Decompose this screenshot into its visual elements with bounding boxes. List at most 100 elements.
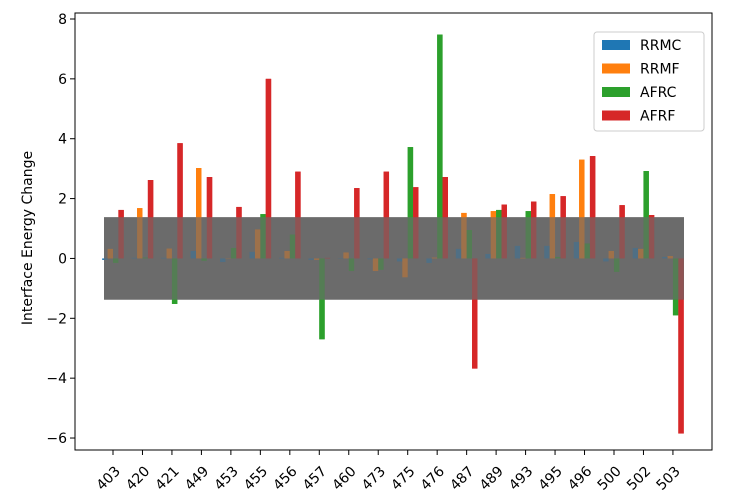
y-tick-label: 8 (58, 12, 67, 28)
bar-inband-rrmf-493 (520, 257, 526, 259)
bar-inband-rrmf-473 (372, 258, 379, 272)
bar-segment-afrf-503 (678, 299, 684, 434)
y-tick-label: 4 (58, 132, 67, 148)
bar-inband-afrf-489 (501, 217, 507, 259)
bar-inband-rrmc-421 (161, 257, 167, 259)
x-tick-label: 495 (536, 464, 566, 494)
bar-inband-rrmf-421 (166, 248, 172, 259)
legend-swatch-afrc (602, 87, 630, 97)
x-tick-label: 449 (182, 464, 212, 494)
bar-inband-afrc-403 (113, 258, 119, 263)
x-tick-label: 456 (270, 463, 300, 493)
bar-segment-afrf-496 (589, 156, 596, 218)
bar-inband-rrmc-487 (455, 248, 462, 259)
y-tick-label: 6 (58, 72, 67, 88)
bar-inband-afrc-475 (407, 217, 414, 259)
bar-segment-rrmf-449 (196, 168, 202, 218)
bar-inband-afrc-495 (555, 256, 561, 259)
bar-inband-afrc-420 (142, 257, 148, 259)
bar-segment-afrf-421 (177, 143, 183, 218)
bar-inband-rrmf-455 (254, 229, 261, 259)
bar-segment-rrmf-495 (549, 194, 556, 218)
bar-inband-afrc-503 (672, 258, 679, 300)
bar-inband-afrf-502 (648, 217, 655, 259)
bar-inband-rrmf-420 (137, 217, 143, 259)
bar-inband-rrmf-457 (313, 258, 320, 260)
x-tick-label: 403 (94, 464, 124, 494)
bar-inband-rrmf-403 (107, 248, 113, 259)
bar-inband-rrmc-496 (573, 241, 580, 259)
bar-inband-rrmc-449 (190, 250, 197, 259)
x-tick-label: 496 (565, 463, 595, 493)
bar-inband-rrmc-473 (367, 258, 373, 260)
x-tick-label: 476 (418, 463, 448, 493)
bar-inband-afrc-493 (525, 217, 531, 259)
bar-inband-rrmf-449 (196, 217, 202, 259)
threshold-band (104, 217, 684, 300)
x-tick-label: 500 (595, 464, 625, 494)
bar-segment-afrc-476 (437, 34, 443, 218)
bar-inband-rrmf-489 (490, 217, 497, 259)
bar-segment-afrc-493 (525, 211, 531, 218)
bar-inband-afrf-421 (177, 217, 183, 259)
y-axis: −6 −4 −2 0 2 4 6 8 (46, 12, 75, 447)
x-tick-label: 460 (329, 464, 359, 494)
bar-inband-rrmc-493 (514, 245, 521, 259)
x-tick-label: 473 (359, 464, 389, 494)
bar-inband-afrc-487 (466, 230, 473, 259)
bar-segment-afrc-457 (319, 299, 325, 340)
bar-inband-afrf-475 (413, 217, 419, 259)
bar-inband-afrf-453 (236, 217, 242, 259)
x-axis: 403 420 421 449 453 455 456 457 460 473 475 476 487 4… (94, 450, 684, 494)
bar-inband-afrc-489 (496, 217, 502, 259)
bar-inband-rrmc-453 (220, 258, 226, 263)
bar-inband-rrmf-496 (579, 217, 585, 259)
bar-inband-afrc-453 (230, 247, 237, 259)
legend: RRMC RRMF AFRC AFRF (593, 31, 705, 132)
bar-inband-afrf-495 (560, 217, 566, 259)
bar-inband-rrmc-476 (426, 258, 432, 263)
y-axis-label: Interface Energy Change (20, 151, 36, 325)
bar-segment-afrf-455 (265, 78, 272, 218)
y-tick-label: 0 (58, 251, 67, 267)
bar-inband-afrf-457 (324, 257, 331, 259)
bar-inband-afrf-503 (678, 258, 684, 300)
legend-label-rrmc: RRMC (640, 38, 682, 54)
bar-inband-rrmc-420 (131, 257, 138, 259)
bar-segment-rrmf-487 (461, 212, 467, 218)
x-tick-label: 475 (388, 464, 418, 494)
bar-segment-rrmf-489 (490, 211, 497, 218)
bar-segment-afrf-460 (354, 188, 360, 218)
x-tick-label: 489 (477, 464, 507, 494)
x-tick-label: 453 (211, 464, 241, 494)
y-tick-label: −4 (46, 371, 67, 387)
legend-swatch-rrmc (602, 40, 630, 50)
bar-segment-afrf-475 (413, 187, 419, 218)
bar-inband-afrc-473 (378, 258, 384, 270)
bar-inband-afrc-476 (437, 217, 443, 259)
bar-inband-rrmf-476 (431, 257, 438, 259)
bar-segment-afrf-502 (648, 215, 655, 218)
bar-segment-afrc-475 (407, 147, 414, 218)
x-tick-label: 455 (241, 464, 271, 494)
bar-inband-rrmc-489 (485, 253, 491, 259)
bar-inband-rrmc-455 (249, 251, 255, 259)
bar-inband-rrmf-502 (638, 248, 644, 259)
bar-inband-afrc-496 (584, 243, 590, 259)
bar-inband-rrmf-475 (402, 258, 408, 278)
legend-box (593, 31, 705, 132)
bar-inband-afrf-473 (383, 217, 390, 259)
bar-segment-afrf-403 (118, 209, 124, 218)
x-tick-label: 502 (624, 464, 654, 494)
legend-swatch-afrf (602, 110, 630, 121)
bar-segment-rrmf-496 (579, 159, 585, 218)
bars-over-band (102, 34, 684, 434)
bar-segment-afrf-453 (236, 206, 242, 218)
bar-segment-afrf-476 (442, 177, 448, 218)
bar-inband-afrf-456 (295, 217, 301, 259)
bar-segment-afrf-487 (472, 299, 478, 369)
bar-inband-rrmc-475 (396, 258, 403, 262)
y-tick-label: −6 (46, 431, 67, 447)
bar-segment-afrc-503 (672, 299, 679, 316)
